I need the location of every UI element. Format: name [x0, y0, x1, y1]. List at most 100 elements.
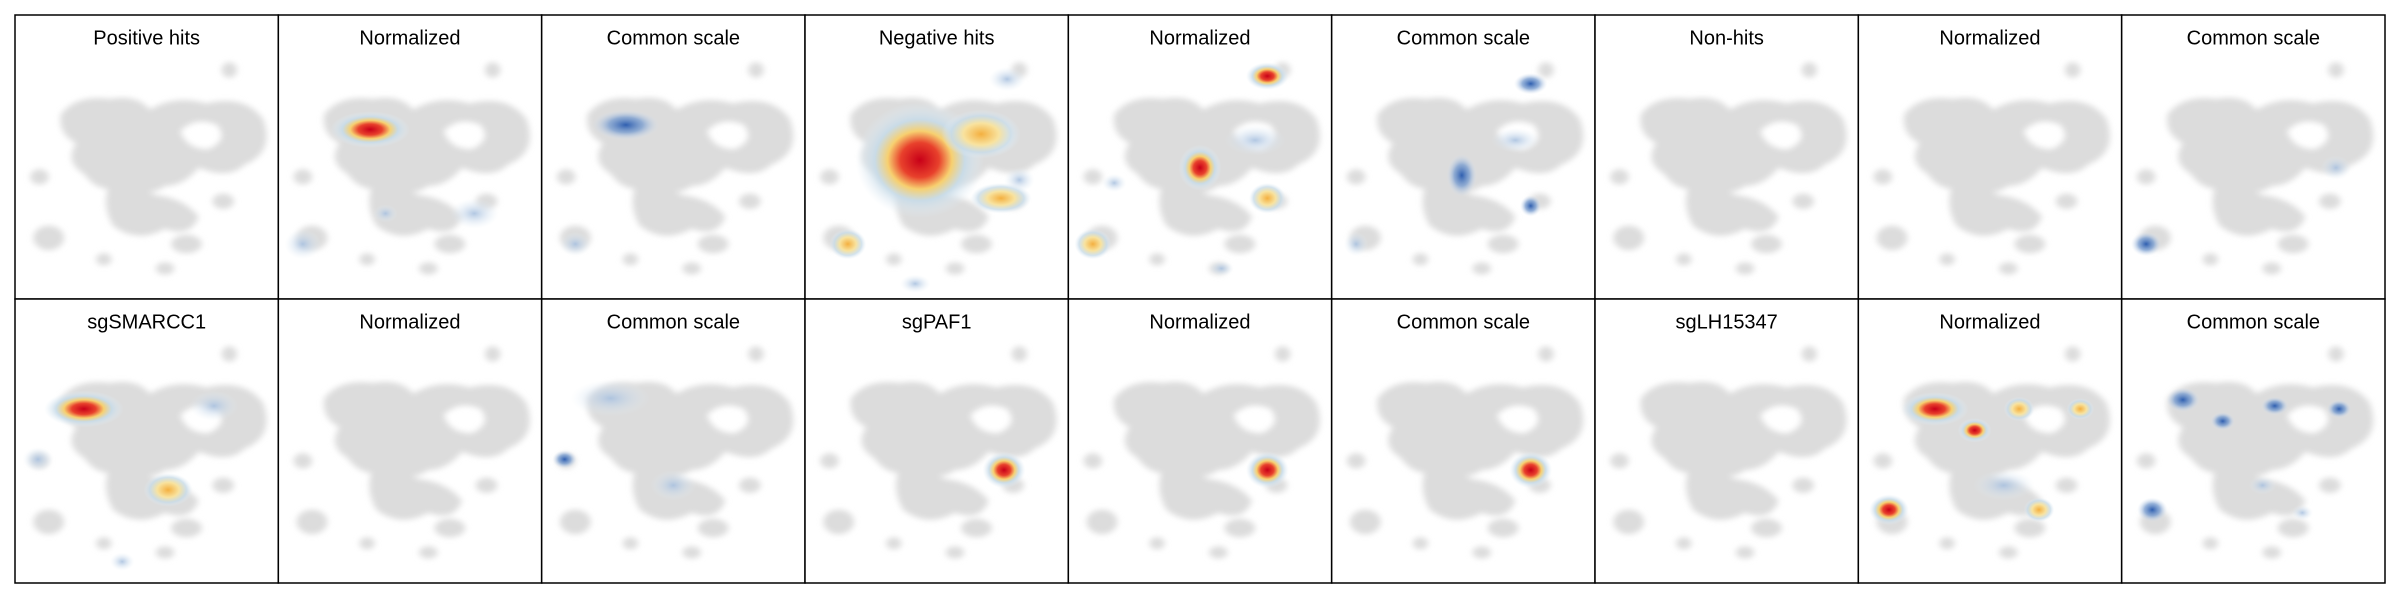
panel-title: Negative hits [879, 27, 995, 49]
density-blob [941, 109, 1021, 159]
panel: Non-hits [1594, 14, 1860, 300]
panel-title: Non-hits [1689, 27, 1763, 49]
density-blob [1245, 451, 1289, 489]
umap-plot [1343, 62, 1583, 274]
density-blob [1343, 231, 1369, 257]
umap-plot [284, 62, 529, 274]
panel-title: sgLH15347 [1676, 311, 1778, 333]
panel: Normalized [1857, 14, 2123, 300]
panel: Normalized [1067, 14, 1333, 300]
density-blob [592, 109, 660, 141]
panel-title: Normalized [1939, 27, 2040, 49]
density-blob [1973, 470, 2035, 501]
density-blob [143, 473, 193, 507]
panel: Normalized [277, 14, 543, 300]
panel-title: Common scale [2187, 27, 2320, 49]
density-blob [2320, 155, 2352, 180]
panel: sgLH15347 [1594, 298, 1860, 584]
umap-plot [1347, 346, 1583, 558]
density-blob [570, 379, 651, 417]
density-blob [1248, 182, 1286, 214]
panel-title: Common scale [607, 311, 740, 333]
density-blob [1074, 228, 1112, 260]
umap-plot [552, 346, 793, 558]
density-blob [1957, 418, 1992, 443]
density-blob [2066, 398, 2095, 420]
density-blob [560, 231, 591, 257]
panel: Negative hits [804, 14, 1070, 300]
panel: Common scale [1330, 14, 1596, 300]
density-blob [109, 552, 135, 571]
density-blob [982, 451, 1026, 489]
panel-title: Normalized [359, 27, 460, 49]
density-blob [1509, 451, 1553, 489]
density-blob [829, 228, 867, 260]
umap-plot [2130, 62, 2373, 274]
panel-title: Normalized [1149, 311, 1250, 333]
umap-plot [2136, 346, 2373, 558]
density-blob [2166, 387, 2200, 412]
density-blob [988, 66, 1026, 92]
umap-plot [1869, 346, 2110, 558]
umap-plot [22, 346, 267, 571]
panel: Common scale [1330, 298, 1596, 584]
umap-plot [820, 62, 1056, 293]
density-blob [1245, 62, 1289, 90]
panel: Common scale [540, 14, 806, 300]
density-blob [2136, 497, 2168, 522]
density-blob [1102, 173, 1127, 193]
panel: sgPAF1 [804, 298, 1070, 584]
panel: Common scale [540, 298, 806, 584]
density-blob [2210, 411, 2235, 431]
umap-plot [1074, 62, 1319, 277]
density-blob [2260, 396, 2289, 416]
density-blob [650, 470, 697, 501]
panel-title: Common scale [1397, 311, 1530, 333]
panel: sgSMARCC1 [14, 298, 280, 584]
density-blob [552, 450, 577, 469]
density-blob [2291, 505, 2314, 521]
density-blob [2003, 396, 2035, 422]
density-blob [1869, 494, 1909, 525]
density-blob [373, 204, 398, 223]
density-blob [1004, 167, 1035, 193]
density-blob [1513, 73, 1548, 95]
panel: Normalized [1067, 298, 1333, 584]
density-blob [1178, 144, 1222, 191]
density-blob [22, 447, 54, 472]
umap-plot [557, 62, 793, 274]
umap-plot [820, 346, 1056, 558]
panel: Normalized [277, 298, 543, 584]
panel: Normalized [1857, 298, 2123, 584]
density-blob [1224, 124, 1286, 156]
density-blob [899, 274, 931, 293]
panel-title: sgSMARCC1 [87, 311, 206, 333]
umap-plot [1084, 346, 1320, 558]
density-blob [2023, 497, 2055, 522]
density-blob [330, 111, 410, 148]
density-blob [1519, 195, 1542, 217]
panel-title: Common scale [607, 27, 740, 49]
panel-title: Normalized [1149, 27, 1250, 49]
density-blob [2130, 231, 2162, 257]
panel-title: sgPAF1 [902, 311, 972, 333]
density-blob [1209, 260, 1234, 277]
density-blob [284, 228, 322, 260]
density-blob [1446, 153, 1478, 197]
density-blob [1901, 392, 1969, 426]
panel: Common scale [2120, 14, 2386, 300]
panel: Common scale [2120, 298, 2386, 584]
density-blob [189, 390, 239, 422]
panel: Positive hits [14, 14, 280, 300]
density-blob [44, 390, 124, 428]
panel-title: Common scale [2187, 311, 2320, 333]
density-blob [2326, 399, 2352, 419]
panel-grid: Positive hits Normalized Common scale Negat… [14, 14, 2386, 584]
panel-title: Common scale [1397, 27, 1530, 49]
panel-title: Normalized [359, 311, 460, 333]
density-blob [449, 198, 499, 229]
density-blob [1490, 127, 1540, 153]
density-blob [2248, 476, 2277, 495]
